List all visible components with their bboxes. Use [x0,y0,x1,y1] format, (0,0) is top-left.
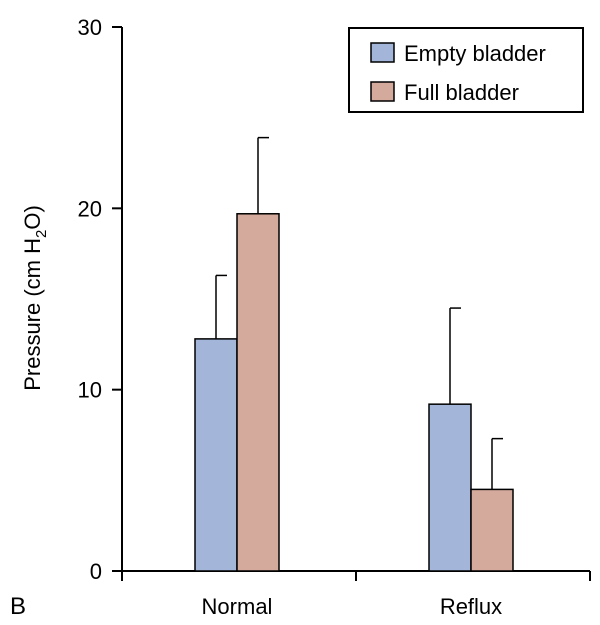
bar-full-bladder-normal [236,213,280,572]
legend-label-empty-bladder: Empty bladder [404,41,546,66]
x-category-label: Normal [202,594,273,619]
y-tick-label: 30 [78,15,102,40]
bar-empty-bladder-reflux [428,403,472,572]
y-axis-label: Pressure (cm H2O) [20,205,50,391]
bar-full-bladder-reflux [470,488,514,572]
legend-swatch-full-bladder [370,81,395,102]
y-tick-label: 10 [78,378,102,403]
x-category-label: Reflux [440,594,502,619]
plot-area: 0 10 20 30 Normal Reflux [78,15,591,619]
y-tick-label: 0 [90,559,102,584]
y-axis-label-suffix: O) [20,205,45,229]
legend: Empty bladder Full bladder [348,27,584,113]
legend-label-full-bladder: Full bladder [404,80,519,105]
y-axis-label-prefix: Pressure (cm H [20,238,45,391]
y-axis-label-subscript: 2 [33,230,50,238]
y-tick-label: 20 [78,196,102,221]
legend-swatch-empty-bladder [370,42,395,63]
bar-empty-bladder-normal [194,338,238,572]
panel-label: B [10,593,26,620]
